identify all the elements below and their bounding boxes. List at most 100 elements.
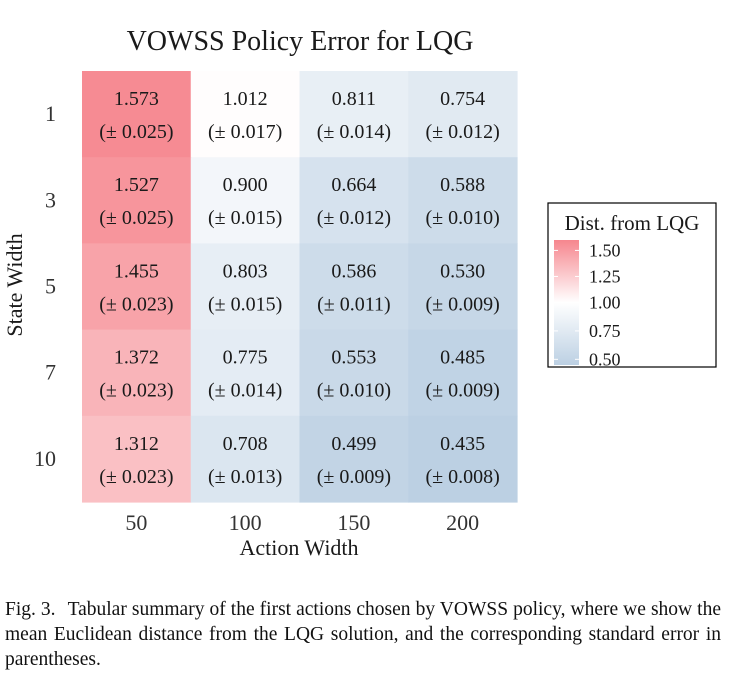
cell-value-label: 0.530 <box>440 260 485 282</box>
colorbar-tick-label: 0.50 <box>589 349 621 369</box>
cell-fill <box>82 71 192 158</box>
heatmap-cell: 1.455 (± 0.023) <box>82 243 192 331</box>
heatmap-cell: 0.811 (± 0.014) <box>299 71 409 158</box>
cell-error-label: (± 0.014) <box>208 380 282 402</box>
cell-fill <box>299 157 409 244</box>
cell-value-label: 0.811 <box>332 88 376 110</box>
cell-fill <box>299 415 409 503</box>
cell-fill <box>190 243 301 331</box>
cell-fill <box>190 329 301 417</box>
chart-title: VOWSS Policy Error for LQG <box>127 26 474 57</box>
cell-error-label: (± 0.010) <box>317 380 391 402</box>
cell-value-label: 0.499 <box>331 433 376 455</box>
heatmap-cell: 0.499 (± 0.009) <box>299 415 409 503</box>
heatmap-cell: 1.527 (± 0.025) <box>82 157 192 244</box>
cell-value-label: 0.485 <box>440 347 485 369</box>
cell-fill <box>408 329 518 417</box>
x-axis-ticks: 50 100 150 200 <box>125 510 479 535</box>
colorbar-legend: Dist. from LQG 1.50 1.25 1.00 0.75 0.50 <box>547 202 717 369</box>
heatmap-cell: 0.708 (± 0.013) <box>190 415 301 503</box>
cell-error-label: (± 0.009) <box>425 380 499 402</box>
cell-fill <box>408 157 518 244</box>
cell-error-label: (± 0.025) <box>99 121 173 143</box>
heatmap-cell: 1.372 (± 0.023) <box>82 329 192 417</box>
cell-error-label: (± 0.023) <box>99 380 173 402</box>
cell-fill <box>299 243 409 331</box>
caption-label: Fig. 3. <box>5 599 56 620</box>
cell-error-label: (± 0.010) <box>425 207 499 229</box>
cell-value-label: 0.708 <box>223 433 268 455</box>
cell-error-label: (± 0.025) <box>99 207 173 229</box>
caption-text: Tabular summary of the first actions cho… <box>5 599 721 670</box>
cell-value-label: 0.664 <box>331 174 376 196</box>
cell-fill <box>190 157 301 244</box>
heatmap-cell: 0.553 (± 0.010) <box>299 329 409 417</box>
y-tick-label: 5 <box>45 274 56 299</box>
cell-error-label: (± 0.008) <box>425 466 499 488</box>
colorbar-tick-label: 0.75 <box>589 321 621 341</box>
colorbar-tick-label: 1.50 <box>589 240 621 260</box>
heatmap-chart: VOWSS Policy Error for LQG 1.573 (± 0.025… <box>2 26 717 560</box>
heatmap-cell: 0.775 (± 0.014) <box>190 329 301 417</box>
y-axis-ticks: 1 3 5 7 10 <box>34 101 56 471</box>
colorbar-gradient <box>554 240 579 365</box>
heatmap-cell: 1.012 (± 0.017) <box>190 71 301 158</box>
cell-value-label: 0.553 <box>331 347 376 369</box>
cell-fill <box>190 71 301 158</box>
cell-error-label: (± 0.011) <box>317 293 391 315</box>
cell-value-label: 0.754 <box>440 88 485 110</box>
cell-value-label: 1.455 <box>114 260 159 282</box>
heatmap-cell: 0.530 (± 0.009) <box>408 243 518 331</box>
cell-value-label: 0.900 <box>223 174 268 196</box>
heatmap-cell: 0.664 (± 0.012) <box>299 157 409 244</box>
heatmap-cell: 0.485 (± 0.009) <box>408 329 518 417</box>
heatmap-cell: 0.588 (± 0.010) <box>408 157 518 244</box>
cell-error-label: (± 0.012) <box>317 207 391 229</box>
heatmap-cell: 1.312 (± 0.023) <box>82 415 192 503</box>
cell-error-label: (± 0.012) <box>425 121 499 143</box>
cell-value-label: 1.573 <box>114 88 159 110</box>
cell-error-label: (± 0.015) <box>208 207 282 229</box>
y-tick-label: 10 <box>34 446 56 471</box>
cell-fill <box>190 415 301 503</box>
cell-value-label: 0.803 <box>223 260 268 282</box>
cell-value-label: 0.588 <box>440 174 485 196</box>
cell-value-label: 0.435 <box>440 433 485 455</box>
heatmap-cell: 0.586 (± 0.011) <box>299 243 409 331</box>
heatmap-cell: 0.435 (± 0.008) <box>408 415 518 503</box>
cell-value-label: 1.312 <box>114 433 159 455</box>
cell-fill <box>299 71 409 158</box>
y-tick-label: 3 <box>45 187 56 212</box>
cell-fill <box>82 157 192 244</box>
heatmap-cell: 0.754 (± 0.012) <box>408 71 518 158</box>
cell-fill <box>408 243 518 331</box>
cell-error-label: (± 0.017) <box>208 121 282 143</box>
cell-value-label: 0.775 <box>223 347 268 369</box>
y-axis-label: State Width <box>2 233 27 336</box>
x-tick-label: 150 <box>337 510 370 535</box>
cell-error-label: (± 0.023) <box>99 466 173 488</box>
cell-error-label: (± 0.023) <box>99 293 173 315</box>
cell-fill <box>82 329 192 417</box>
colorbar-tick-label: 1.00 <box>589 293 621 313</box>
heatmap-cell: 0.900 (± 0.015) <box>190 157 301 244</box>
cell-error-label: (± 0.015) <box>208 293 282 315</box>
colorbar-tick-label: 1.25 <box>589 266 621 286</box>
cell-fill <box>82 243 192 331</box>
cell-fill <box>82 415 192 503</box>
cell-error-label: (± 0.009) <box>425 293 499 315</box>
colorbar-title: Dist. from LQG <box>565 211 700 235</box>
colorbar-ticks: 1.50 1.25 1.00 0.75 0.50 <box>554 240 621 369</box>
cell-fill <box>408 415 518 503</box>
cell-fill <box>299 329 409 417</box>
x-tick-label: 100 <box>229 510 262 535</box>
cell-fill <box>408 71 518 158</box>
cell-value-label: 1.372 <box>114 347 159 369</box>
cell-value-label: 1.527 <box>114 174 159 196</box>
heatmap-cells: 1.573 (± 0.025) 1.012 (± 0.017) 0.811 (± 0.01… <box>82 71 518 503</box>
y-tick-label: 1 <box>45 101 56 126</box>
cell-error-label: (± 0.014) <box>317 121 391 143</box>
cell-error-label: (± 0.009) <box>317 466 391 488</box>
x-tick-label: 200 <box>446 510 479 535</box>
x-axis-label: Action Width <box>239 535 358 560</box>
